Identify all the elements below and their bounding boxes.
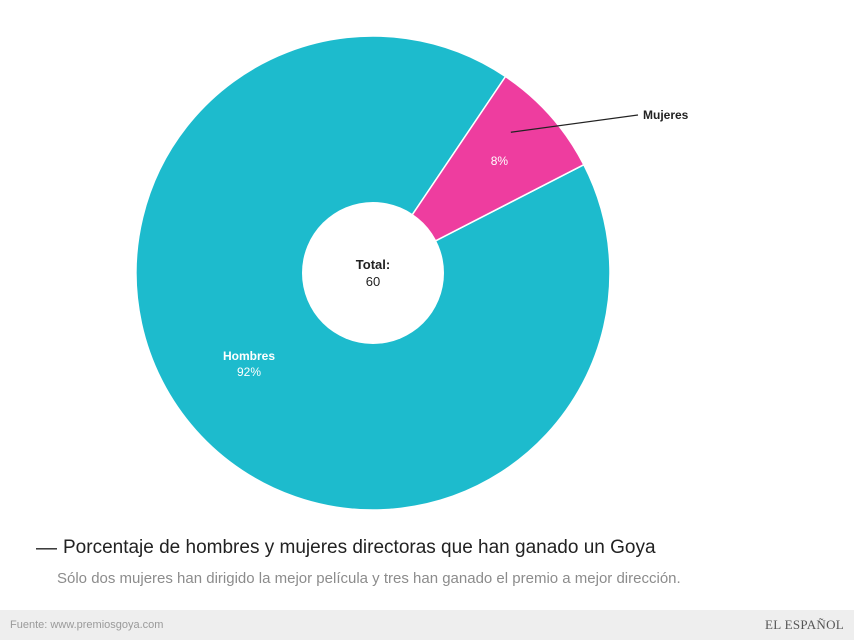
brand-logo: EL ESPAÑOL	[765, 617, 844, 632]
source-note: Fuente: www.premiosgoya.com	[10, 619, 164, 631]
hombres-slice-label: Hombres	[223, 349, 275, 363]
chart-title: Porcentaje de hombres y mujeres director…	[63, 537, 656, 558]
title-dash: —	[36, 536, 57, 559]
mujeres-slice	[372, 75, 585, 274]
footer-bar: Fuente: www.premiosgoya.com EL ESPAÑOL	[0, 610, 854, 640]
chart-title-row: — Porcentaje de hombres y mujeres direct…	[36, 536, 656, 560]
mujeres-callout-label: Mujeres	[643, 108, 689, 122]
center-total-label: Total:	[356, 257, 390, 272]
chart-subtitle: Sólo dos mujeres han dirigido la mejor p…	[57, 570, 681, 587]
mujeres-slice-percent: 8%	[491, 154, 509, 168]
hombres-slice-percent: 92%	[237, 365, 261, 379]
donut-chart: Total: 60 Hombres 92% 8% Mujeres	[135, 35, 689, 511]
donut-hole	[302, 202, 444, 344]
center-total-value: 60	[366, 274, 380, 289]
mujeres-leader-line	[510, 114, 639, 133]
